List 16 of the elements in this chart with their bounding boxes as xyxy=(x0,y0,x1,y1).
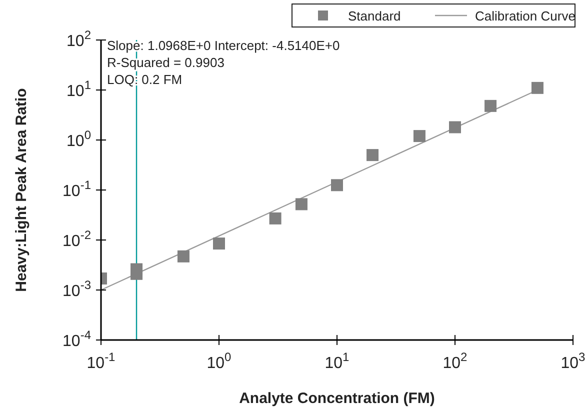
y-tick-label: 10$^{-2}$ xyxy=(62,228,92,250)
x-tick-label: 10$^{0}$ xyxy=(206,350,232,372)
y-tick-label: 10$^{-1}$ xyxy=(62,178,92,200)
x-tick-label: 10$^{2}$ xyxy=(442,350,468,372)
legend-label: Calibration Curve xyxy=(475,8,576,24)
y-tick-label: 10$^{2}$ xyxy=(66,28,92,50)
y-axis-title: Heavy:Light Peak Area Ratio xyxy=(13,88,30,292)
legend-label: Standard xyxy=(348,8,401,24)
x-axis-title: Analyte Concentration (FM) xyxy=(239,390,435,407)
y-tick-label: 10$^{-4}$ xyxy=(62,328,92,350)
x-tick-label: 10$^{3}$ xyxy=(560,350,585,372)
x-tick-label: 10$^{-1}$ xyxy=(86,350,116,372)
x-tick-label: 10$^{1}$ xyxy=(324,350,350,372)
y-tick-label: 10$^{-3}$ xyxy=(62,278,92,300)
y-tick-label: 10$^{0}$ xyxy=(66,128,92,150)
y-tick-label: 10$^{1}$ xyxy=(66,78,92,100)
